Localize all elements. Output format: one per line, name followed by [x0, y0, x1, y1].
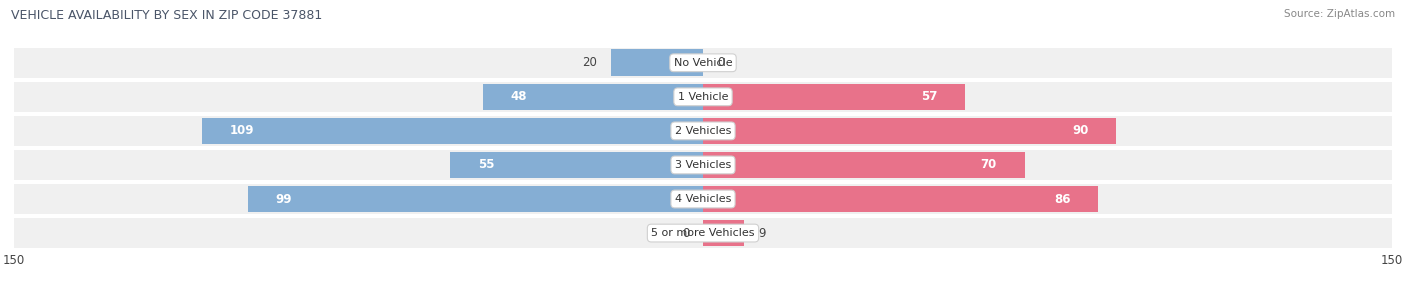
- Text: VEHICLE AVAILABILITY BY SEX IN ZIP CODE 37881: VEHICLE AVAILABILITY BY SEX IN ZIP CODE …: [11, 9, 322, 22]
- Text: 2 Vehicles: 2 Vehicles: [675, 126, 731, 136]
- Bar: [450, 152, 703, 178]
- Bar: [14, 150, 1392, 180]
- Text: 3 Vehicles: 3 Vehicles: [675, 160, 731, 170]
- Text: 48: 48: [510, 90, 527, 103]
- Text: 90: 90: [1073, 124, 1088, 137]
- Bar: [202, 118, 703, 144]
- Bar: [14, 82, 1392, 112]
- Text: 70: 70: [981, 159, 997, 171]
- Text: 5 or more Vehicles: 5 or more Vehicles: [651, 228, 755, 238]
- Bar: [14, 116, 1392, 146]
- Bar: [703, 220, 744, 246]
- Bar: [703, 186, 1098, 212]
- Bar: [612, 49, 703, 76]
- Text: No Vehicle: No Vehicle: [673, 58, 733, 68]
- Bar: [482, 84, 703, 110]
- Bar: [14, 48, 1392, 78]
- Text: 4 Vehicles: 4 Vehicles: [675, 194, 731, 204]
- Bar: [703, 152, 1025, 178]
- Bar: [249, 186, 703, 212]
- Text: 109: 109: [231, 124, 254, 137]
- Text: 9: 9: [758, 227, 766, 239]
- Text: 0: 0: [717, 56, 724, 69]
- Text: 99: 99: [276, 192, 292, 206]
- Text: 1 Vehicle: 1 Vehicle: [678, 92, 728, 102]
- Text: 20: 20: [582, 56, 598, 69]
- Text: 86: 86: [1054, 192, 1070, 206]
- Text: 57: 57: [921, 90, 938, 103]
- Text: Source: ZipAtlas.com: Source: ZipAtlas.com: [1284, 9, 1395, 19]
- Text: 0: 0: [682, 227, 689, 239]
- Bar: [703, 118, 1116, 144]
- Bar: [14, 184, 1392, 214]
- Bar: [14, 218, 1392, 248]
- Bar: [703, 84, 965, 110]
- Text: 55: 55: [478, 159, 495, 171]
